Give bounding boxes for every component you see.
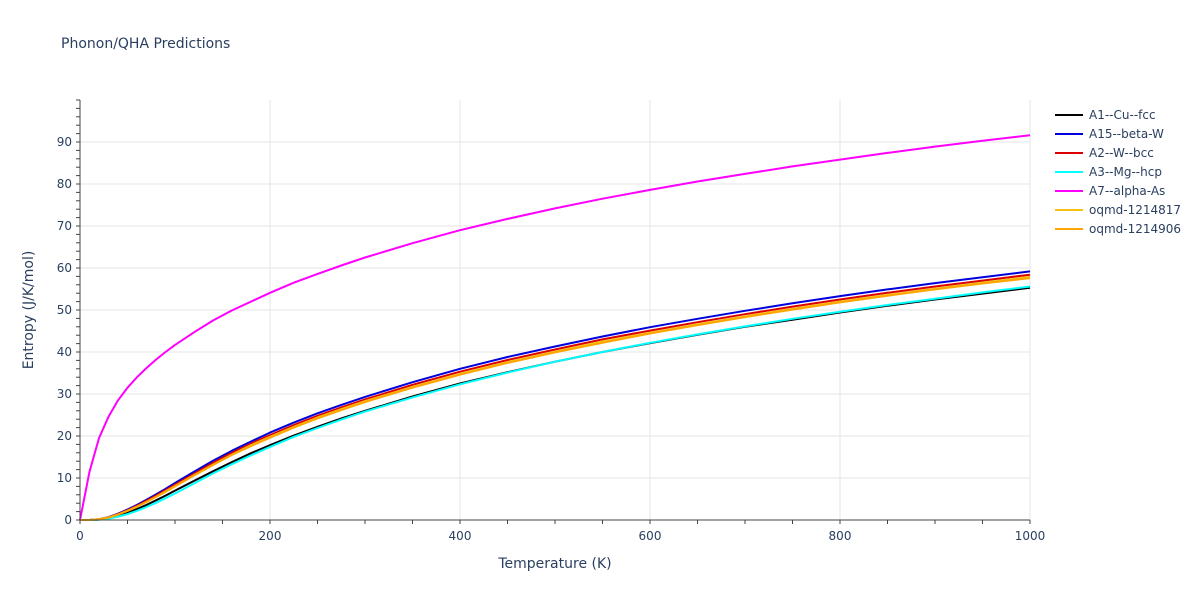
axes: 0 200 400 600 800 1000 0 10 20 30 40 50 60 70 80 90: [57, 99, 1046, 543]
legend-label: A1--Cu--fcc: [1089, 108, 1156, 122]
legend-label: A3--Mg--hcp: [1089, 165, 1162, 179]
legend-label: oqmd-1214906: [1089, 222, 1181, 236]
legend-label: A7--alpha-As: [1089, 184, 1165, 198]
legend-item[interactable]: oqmd-1214906: [1055, 222, 1181, 236]
x-tick-label: 800: [829, 529, 852, 543]
y-tick-label: 50: [57, 303, 72, 317]
y-tick-label: 80: [57, 177, 72, 191]
x-tick-label: 600: [639, 529, 662, 543]
series-lines: [79, 134, 1031, 521]
y-tick-label: 70: [57, 219, 72, 233]
series-line-a2-w-bcc[interactable]: [80, 273, 1031, 521]
x-axis-title: Temperature (K): [497, 556, 611, 572]
legend-label: A15--beta-W: [1089, 127, 1164, 141]
legend-label: oqmd-1214817: [1089, 203, 1181, 217]
y-tick-label: 40: [57, 345, 72, 359]
legend-item[interactable]: A15--beta-W: [1055, 127, 1164, 141]
legend-item[interactable]: A7--alpha-As: [1055, 184, 1165, 198]
series-line-oqmd-1214817[interactable]: [80, 275, 1031, 521]
y-tick-label: 90: [57, 135, 72, 149]
legend-item[interactable]: A2--W--bcc: [1055, 146, 1154, 160]
legend-item[interactable]: A1--Cu--fcc: [1055, 108, 1156, 122]
x-tick-label: 1000: [1015, 529, 1046, 543]
series-line-a15-beta-w[interactable]: [80, 270, 1031, 521]
legend-item[interactable]: A3--Mg--hcp: [1055, 165, 1162, 179]
y-tick-label: 30: [57, 387, 72, 401]
y-tick-label: 60: [57, 261, 72, 275]
legend[interactable]: A1--Cu--fcc A15--beta-W A2--W--bcc A3--Mg--…: [1055, 108, 1181, 236]
y-tick-label: 10: [57, 471, 72, 485]
y-axis-title: Entropy (J/K/mol): [21, 251, 37, 370]
chart-title: Phonon/QHA Predictions: [61, 36, 231, 52]
x-tick-label: 400: [449, 529, 472, 543]
y-tick-label: 0: [64, 513, 72, 527]
series-line-a7-alpha-as[interactable]: [79, 134, 1031, 521]
x-tick-label: 200: [259, 529, 282, 543]
grid-lines: [80, 100, 1031, 520]
series-line-a3-mg-hcp[interactable]: [80, 285, 1031, 521]
series-line-a1-cu-fcc[interactable]: [80, 286, 1031, 521]
legend-item[interactable]: oqmd-1214817: [1055, 203, 1181, 217]
y-tick-label: 20: [57, 429, 72, 443]
x-tick-label: 0: [76, 529, 84, 543]
legend-label: A2--W--bcc: [1089, 146, 1154, 160]
series-line-oqmd-1214906[interactable]: [80, 277, 1031, 521]
